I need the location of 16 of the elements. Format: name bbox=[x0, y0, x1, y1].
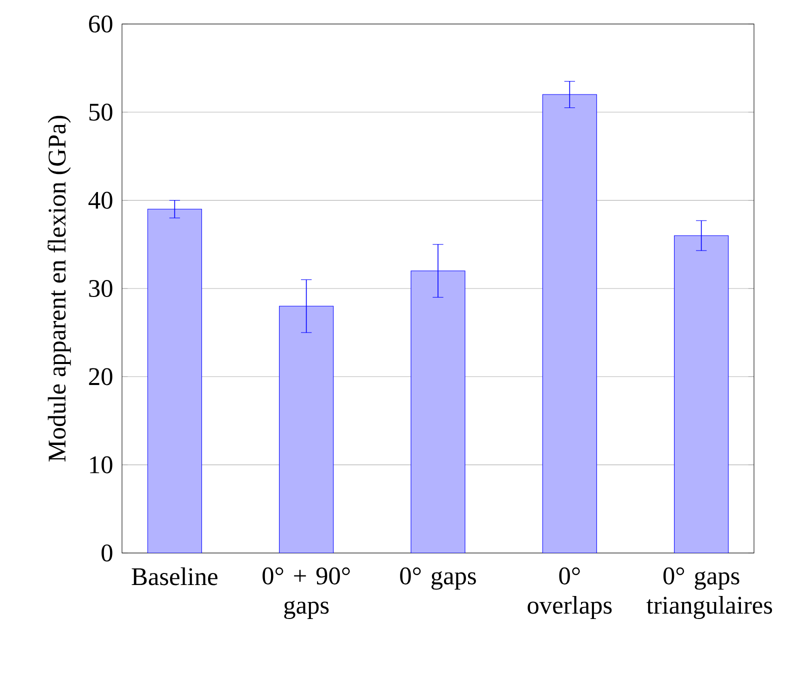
y-tick-label: 20 bbox=[89, 368, 112, 386]
y-tick-label: 40 bbox=[88, 192, 112, 209]
y-tick-label: 30 bbox=[89, 280, 112, 298]
x-tick-label: 0° gaps triangulaires bbox=[646, 567, 772, 620]
bar bbox=[674, 235, 729, 553]
y-tick-label: 50 bbox=[89, 104, 112, 121]
bar bbox=[147, 208, 202, 553]
x-tick-label: 0° overlaps bbox=[528, 567, 612, 619]
bar bbox=[279, 306, 334, 553]
y-tick-label: 60 bbox=[89, 15, 112, 33]
y-axis-title: Module apparent en flexion (GPa) bbox=[48, 116, 71, 462]
x-tick-label: Baseline bbox=[132, 567, 218, 586]
x-tick-label: 0° gaps bbox=[400, 567, 476, 590]
y-tick-label: 0 bbox=[102, 544, 112, 562]
y-tick-label: 10 bbox=[90, 456, 112, 474]
x-tick-label: 0° + 90° gaps bbox=[262, 567, 350, 620]
